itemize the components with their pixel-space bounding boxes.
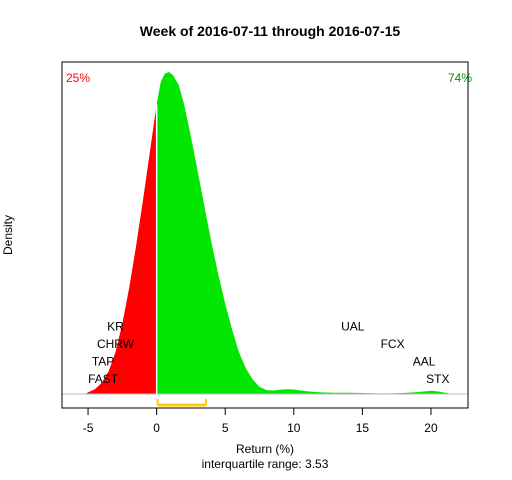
ticker-label: STX [426,372,449,386]
x-axis: -5 0 5 10 15 20 [83,408,438,435]
y-axis-label: Density [1,215,15,255]
x-tick-label: -5 [83,421,94,435]
positive-share-label: 74% [448,71,472,85]
ticker-label: AAL [413,355,436,369]
ticker-label: FAST [88,372,119,386]
positive-return-area [157,72,452,394]
ticker-label: UAL [341,320,365,334]
x-tick-label: 20 [424,421,438,435]
x-tick-label: 5 [222,421,229,435]
negative-share-label: 25% [66,71,90,85]
x-tick-label: 15 [356,421,370,435]
ticker-label: CHRW [97,337,135,351]
ticker-label: FCX [381,337,405,351]
ticker-label: TAP [92,355,114,369]
interquartile-range-caption: interquartile range: 3.53 [202,457,329,471]
chart-title: Week of 2016-07-11 through 2016-07-15 [140,23,401,39]
x-tick-label: 0 [153,421,160,435]
x-tick-label: 10 [287,421,301,435]
x-axis-label: Return (%) [236,442,294,456]
ticker-label: KR [107,320,124,334]
